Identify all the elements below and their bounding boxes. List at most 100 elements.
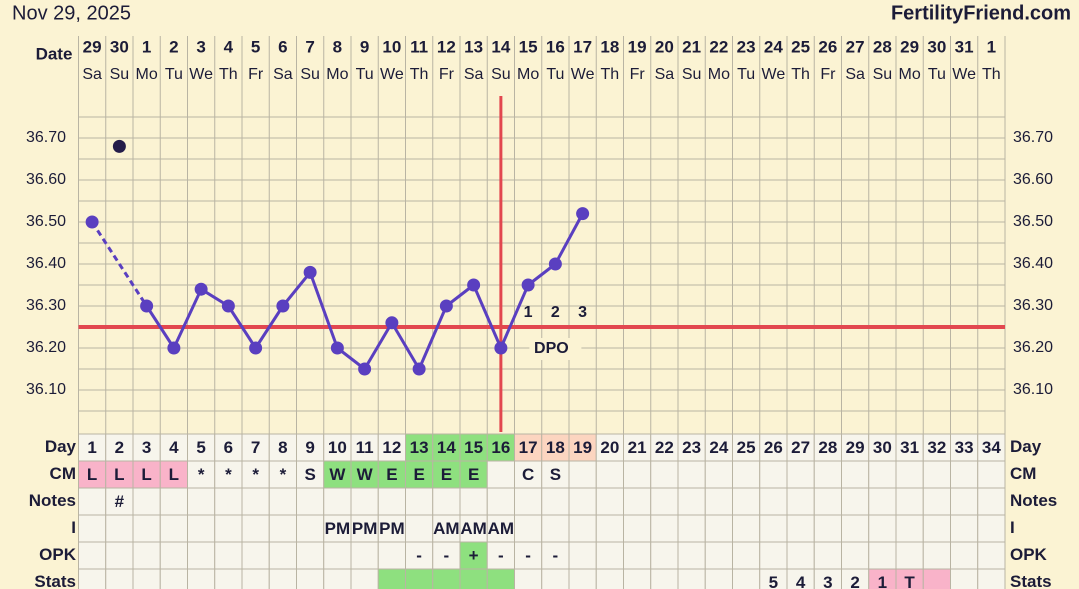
y-tick-label: 36.50 xyxy=(26,213,66,230)
temp-point xyxy=(330,341,344,355)
dpo-number: 3 xyxy=(578,304,587,321)
weekday: Fr xyxy=(820,66,836,83)
date: 20 xyxy=(655,37,674,56)
date: 11 xyxy=(410,37,428,56)
table-cell xyxy=(405,487,434,516)
table-cell xyxy=(405,568,434,589)
table-cell xyxy=(214,541,243,570)
weekday: Mo xyxy=(708,66,730,83)
table-cell xyxy=(214,487,243,516)
table-cell xyxy=(486,568,515,589)
table-cell xyxy=(268,460,297,489)
y-tick-label-right: 36.60 xyxy=(1013,171,1053,188)
table-cell xyxy=(214,433,243,462)
table-cell xyxy=(623,460,652,489)
table-cell xyxy=(268,541,297,570)
date: 24 xyxy=(764,37,783,56)
table-cell xyxy=(786,460,815,489)
table-cell xyxy=(922,514,951,543)
cell-text: 20 xyxy=(600,438,619,457)
date: 30 xyxy=(927,37,946,56)
table-cell xyxy=(922,460,951,489)
table-cell xyxy=(187,568,216,589)
cell-text: * xyxy=(280,465,287,484)
table-cell xyxy=(623,487,652,516)
table-cell xyxy=(977,568,1006,589)
date: 9 xyxy=(360,37,369,56)
cell-text: 15 xyxy=(464,438,483,457)
table-cell xyxy=(132,568,161,589)
table-cell xyxy=(405,514,434,543)
temp-point xyxy=(467,278,481,292)
table-cell xyxy=(759,460,788,489)
table-cell xyxy=(350,568,379,589)
table-cell xyxy=(868,460,897,489)
table-cell xyxy=(595,514,624,543)
cell-text: 24 xyxy=(709,438,728,457)
table-cell xyxy=(623,514,652,543)
table-cell xyxy=(841,514,870,543)
table-cell xyxy=(841,433,870,462)
y-tick-label: 36.20 xyxy=(26,339,66,356)
table-cell xyxy=(950,460,979,489)
table-cell xyxy=(514,460,543,489)
temp-point xyxy=(439,299,453,313)
cell-text: 5 xyxy=(196,438,205,457)
cell-text: * xyxy=(225,465,232,484)
date: 12 xyxy=(437,37,456,56)
cell-text: 2 xyxy=(850,573,859,589)
table-cell xyxy=(514,514,543,543)
weekday: Mo xyxy=(136,66,158,83)
weekday: Th xyxy=(219,66,238,83)
table-cell xyxy=(323,568,352,589)
table-cell xyxy=(241,487,270,516)
table-cell xyxy=(459,487,488,516)
table-cell xyxy=(895,460,924,489)
cell-text: 33 xyxy=(955,438,974,457)
cell-text: L xyxy=(114,465,124,484)
cell-text: PM xyxy=(352,519,378,538)
y-tick-label: 36.70 xyxy=(26,129,66,146)
row-label: Stats xyxy=(34,572,76,589)
table-cell xyxy=(813,541,842,570)
table-cell xyxy=(895,514,924,543)
date: 17 xyxy=(573,37,592,56)
y-tick-label: 36.10 xyxy=(26,381,66,398)
cell-text: - xyxy=(416,546,422,565)
cell-text: * xyxy=(198,465,205,484)
cell-text: W xyxy=(329,465,346,484)
table-cell xyxy=(759,514,788,543)
cell-text: - xyxy=(553,546,559,565)
cell-text: 23 xyxy=(682,438,701,457)
cell-text: 10 xyxy=(328,438,347,457)
date: 30 xyxy=(110,37,129,56)
table-cell xyxy=(268,487,297,516)
date: 22 xyxy=(709,37,728,56)
table-cell xyxy=(786,541,815,570)
temp-segment xyxy=(254,305,285,349)
cell-text: 4 xyxy=(796,573,806,589)
date: 6 xyxy=(278,37,287,56)
temp-point xyxy=(385,316,399,330)
weekday: Th xyxy=(791,66,810,83)
table-cell xyxy=(950,568,979,589)
table-cell xyxy=(459,433,488,462)
table-cell xyxy=(78,487,107,516)
cell-text: AM xyxy=(488,519,514,538)
dpo-number: 2 xyxy=(551,304,560,321)
table-cell xyxy=(377,460,406,489)
table-cell xyxy=(732,568,761,589)
cell-text: L xyxy=(141,465,151,484)
weekday: Fr xyxy=(248,66,264,83)
table-cell xyxy=(105,514,134,543)
cell-text: 14 xyxy=(437,438,456,457)
cell-text: 32 xyxy=(927,438,946,457)
table-cell xyxy=(459,568,488,589)
cell-text: L xyxy=(87,465,97,484)
table-cell xyxy=(377,487,406,516)
cell-text: * xyxy=(252,465,259,484)
table-cell xyxy=(568,568,597,589)
date: 28 xyxy=(873,37,892,56)
date: 29 xyxy=(900,37,919,56)
temp-point xyxy=(167,341,181,355)
